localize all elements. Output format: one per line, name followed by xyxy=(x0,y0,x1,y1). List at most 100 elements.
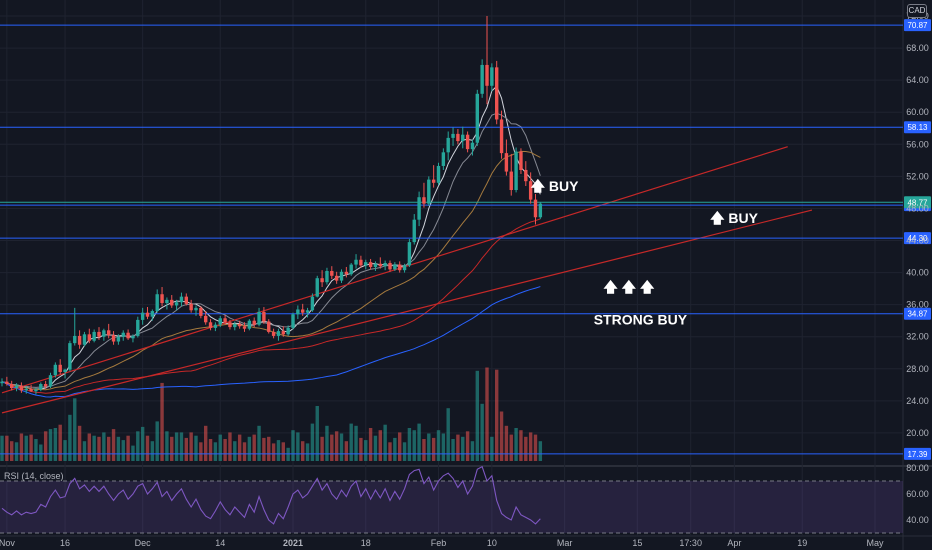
volume-bar xyxy=(111,429,116,461)
price-tag xyxy=(904,121,931,134)
candle-body xyxy=(417,197,421,220)
volume-bar xyxy=(286,447,290,461)
time-tick-label: 2021 xyxy=(283,538,303,548)
volume-bar xyxy=(422,439,426,461)
volume-bar xyxy=(257,425,261,461)
volume-bar xyxy=(34,439,38,461)
volume-bar xyxy=(528,432,533,461)
candle-body xyxy=(150,311,155,317)
volume-bar xyxy=(0,435,4,461)
annotations: 🡅 BUY 🡅 BUY 🡅 🡅 🡅 STRONG BUY xyxy=(531,178,759,328)
price-tick-label: 52.00 xyxy=(906,171,929,181)
volume-bar xyxy=(368,428,373,461)
volume-bar xyxy=(136,431,140,461)
candle-body xyxy=(524,169,528,182)
candle-body xyxy=(0,381,4,384)
price-tag xyxy=(904,232,931,245)
candle-body xyxy=(102,330,106,337)
candle-body xyxy=(14,385,19,389)
candle-body xyxy=(398,264,402,271)
candle-body xyxy=(490,67,494,86)
price-tick-label: 44.00 xyxy=(906,236,929,246)
volume-bar xyxy=(470,441,475,461)
volume-bar xyxy=(417,423,421,461)
price-tag-label: 34.87 xyxy=(907,310,928,319)
candle-body xyxy=(441,152,446,166)
volume-bar xyxy=(140,426,145,461)
volume-bar xyxy=(320,436,324,461)
candle-body xyxy=(538,203,543,218)
price-tag xyxy=(904,447,931,460)
time-tick-label: 14 xyxy=(215,538,225,548)
candle-body xyxy=(121,332,125,337)
candle-body xyxy=(208,322,213,328)
volume-bars xyxy=(0,367,543,461)
volume-bar xyxy=(490,436,494,461)
volume-bar xyxy=(208,439,213,461)
time-tick-label: Mar xyxy=(557,538,573,548)
price-axis[interactable]: 20.00 24.00 28.00 32.00 36.00 40.00 44.00 48.00… xyxy=(906,11,929,438)
candle-body xyxy=(68,343,72,370)
currency-badge[interactable]: CAD xyxy=(907,4,927,18)
candle-body xyxy=(97,331,101,337)
volume-bar xyxy=(446,408,450,461)
time-tick-label: 15 xyxy=(632,538,642,548)
candle-body xyxy=(145,312,150,317)
volume-bar xyxy=(441,433,446,461)
price-tag-label: 48.77 xyxy=(907,198,928,207)
volume-bar xyxy=(402,442,407,461)
volume-bar xyxy=(237,434,242,461)
volume-bar xyxy=(24,435,28,461)
volume-bar xyxy=(29,434,33,461)
volume-bar xyxy=(155,421,159,461)
volume-bar xyxy=(339,433,344,461)
candle-body xyxy=(305,310,310,313)
volume-bar xyxy=(121,440,125,461)
chart-annotation: 🡅 BUY xyxy=(531,178,580,194)
candle-body xyxy=(267,321,271,332)
time-tick-label: 10 xyxy=(487,538,497,548)
candle-body xyxy=(237,323,242,327)
time-tick-label: Nov xyxy=(0,538,15,548)
candle-body xyxy=(276,331,281,336)
candle-body xyxy=(77,335,82,345)
price-tag-label: 58.13 xyxy=(907,123,928,132)
volume-bar xyxy=(5,435,9,461)
volume-bar xyxy=(359,437,363,461)
volume-bar xyxy=(10,441,14,461)
candle-body xyxy=(271,331,276,336)
candle-body xyxy=(402,265,407,271)
time-tick-label: 16 xyxy=(60,538,70,548)
volume-bar xyxy=(107,436,111,461)
price-tick-label: 28.00 xyxy=(906,364,929,374)
volume-bar xyxy=(77,425,82,461)
volume-bar xyxy=(194,435,198,461)
candle-body xyxy=(233,323,237,328)
candle-body xyxy=(446,137,450,153)
volume-bar xyxy=(412,430,416,461)
volume-bar xyxy=(68,414,72,461)
volume-bar xyxy=(199,442,203,461)
price-tick-label: 36.00 xyxy=(906,300,929,310)
volume-bar xyxy=(170,436,174,461)
volume-bar xyxy=(533,434,538,461)
volume-bar xyxy=(296,432,300,461)
candle-body xyxy=(364,262,368,266)
volume-bar xyxy=(126,435,130,461)
volume-bar xyxy=(509,434,513,461)
price-tick-label: 56.00 xyxy=(906,139,929,149)
time-axis[interactable]: Nov 16 Dec 14 2021 18 Feb 10 Mar 15 17:30 Apr 19 May xyxy=(0,538,884,548)
candle-body xyxy=(92,331,96,341)
volume-bar xyxy=(373,435,378,461)
volume-bar xyxy=(252,434,256,461)
candle-body xyxy=(422,197,426,204)
volume-bar xyxy=(344,441,349,461)
candle-body xyxy=(213,324,218,328)
volume-bar xyxy=(281,442,285,461)
price-tick-label: 60.00 xyxy=(906,107,929,117)
rsi-tick-label: 80.00 xyxy=(906,463,929,473)
candle-body xyxy=(383,262,387,267)
time-tick-label: May xyxy=(866,538,884,548)
candle-body xyxy=(179,296,184,303)
